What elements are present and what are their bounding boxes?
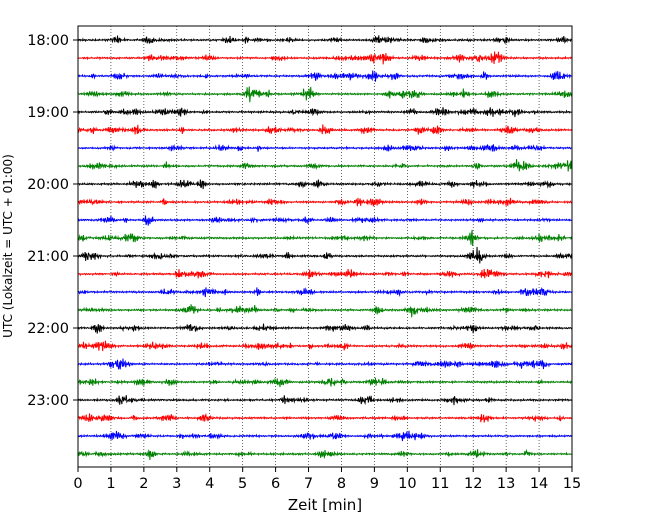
x-grid-lines (110, 26, 540, 467)
y-tick-label-21:00: 21:00 (27, 249, 69, 265)
trace-1930 (77, 143, 573, 152)
x-tick-label-6: 6 (271, 476, 280, 492)
trace-1915 (77, 124, 573, 135)
x-tick-label-7: 7 (304, 476, 313, 492)
x-tick-label-0: 0 (73, 476, 82, 492)
trace-2315 (77, 412, 573, 423)
trace-2145 (77, 304, 573, 318)
trace-1945 (77, 159, 573, 172)
trace-1830 (77, 70, 573, 82)
trace-2330 (77, 430, 573, 442)
plot-frame (77, 25, 573, 468)
trace-2015 (77, 197, 573, 207)
seismic-traces (77, 35, 573, 461)
x-tick-label-12: 12 (464, 476, 482, 492)
x-axis-ticks: 0 1 2 3 4 5 6 7 8 9 10 11 12 13 14 15 (73, 467, 581, 492)
trace-1815 (77, 51, 573, 65)
y-tick-label-22:00: 22:00 (27, 321, 69, 337)
trace-1800 (77, 35, 573, 45)
y-axis-ticks: 18:00 19:00 20:00 21:00 22:00 23:00 (27, 33, 78, 409)
x-tick-label-1: 1 (106, 476, 115, 492)
trace-2130 (77, 287, 573, 298)
trace-1900 (77, 107, 573, 118)
trace-1845 (77, 86, 573, 103)
x-tick-label-13: 13 (497, 476, 515, 492)
trace-2045 (77, 229, 573, 247)
trace-2215 (77, 340, 573, 352)
x-tick-label-8: 8 (337, 476, 346, 492)
y-axis-label: UTC (Lokalzeit = UTC + 01:00) (1, 154, 15, 338)
y-tick-label-20:00: 20:00 (27, 177, 69, 193)
trace-2115 (77, 268, 573, 280)
x-tick-label-15: 15 (563, 476, 581, 492)
trace-2100 (77, 246, 573, 264)
x-tick-label-14: 14 (530, 476, 548, 492)
x-tick-label-10: 10 (398, 476, 416, 492)
x-tick-label-3: 3 (172, 476, 181, 492)
x-axis-label: Zeit [min] (288, 496, 362, 514)
trace-2030 (77, 215, 573, 226)
trace-2200 (77, 323, 573, 334)
y-tick-label-19:00: 19:00 (27, 105, 69, 121)
trace-2245 (77, 377, 573, 388)
y-tick-label-18:00: 18:00 (27, 33, 69, 49)
trace-2345 (77, 448, 573, 461)
x-tick-label-11: 11 (431, 476, 449, 492)
trace-2000 (77, 179, 573, 190)
x-tick-label-2: 2 (139, 476, 148, 492)
trace-2300 (77, 395, 573, 406)
x-tick-label-5: 5 (238, 476, 247, 492)
x-tick-label-9: 9 (370, 476, 379, 492)
x-tick-label-4: 4 (205, 476, 214, 492)
trace-2230 (77, 358, 573, 370)
y-tick-label-23:00: 23:00 (27, 393, 69, 409)
